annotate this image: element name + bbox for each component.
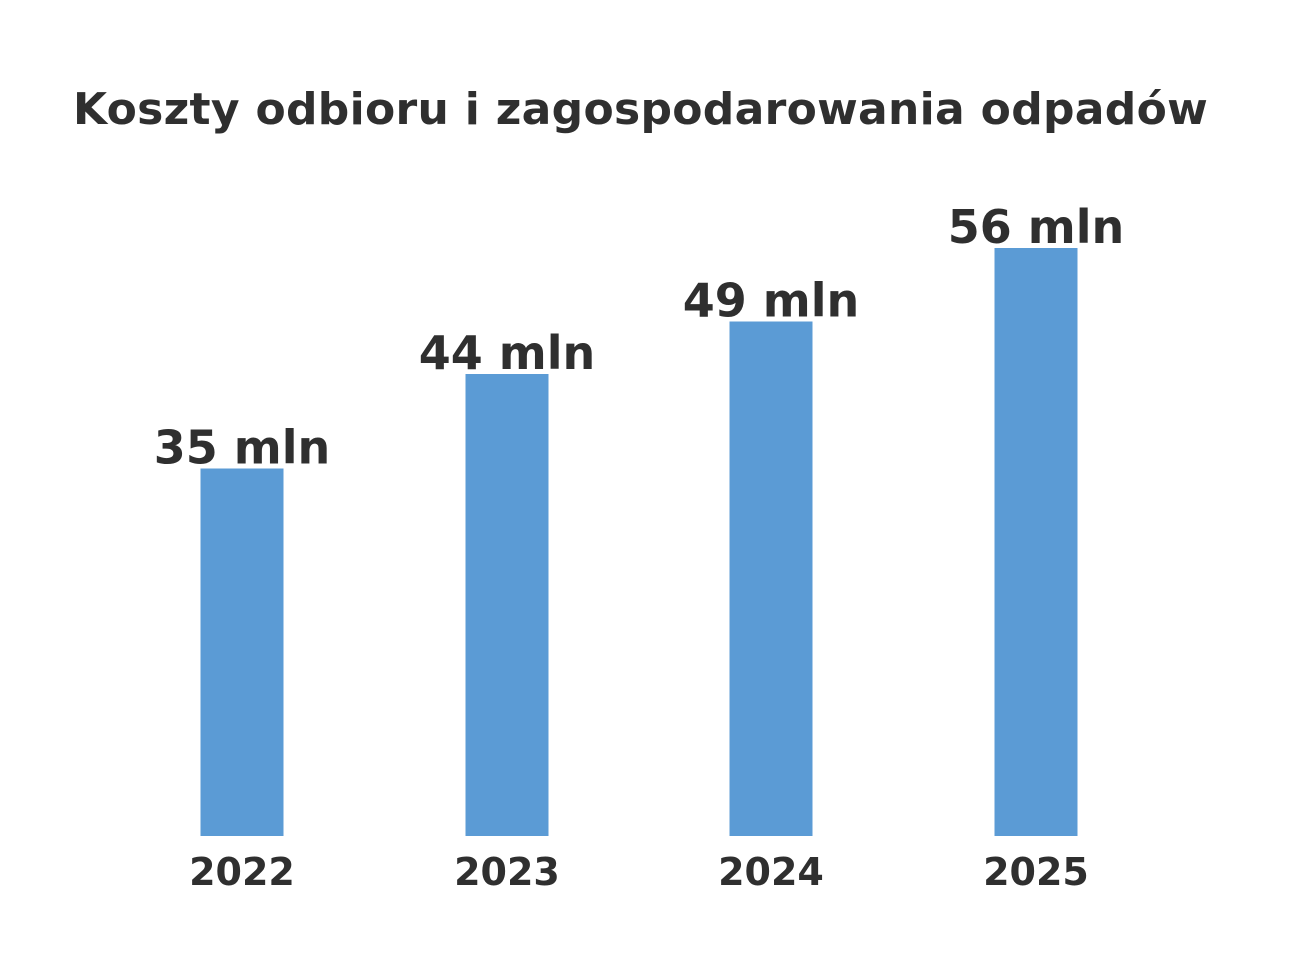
bar-2023 — [465, 374, 549, 836]
bar-2025 — [994, 248, 1078, 836]
data-label-2023: 44 mln — [419, 326, 595, 380]
chart-title: Koszty odbioru i zagospodarowania odpadó… — [73, 84, 1209, 135]
data-label-2024: 49 mln — [683, 274, 859, 328]
bar-2024 — [729, 321, 813, 836]
data-label-2022: 35 mln — [154, 421, 330, 475]
x-tick-label-2025: 2025 — [983, 850, 1089, 894]
data-label-2025: 56 mln — [948, 200, 1124, 254]
x-tick-label-2022: 2022 — [189, 850, 295, 894]
bar-2022 — [200, 468, 284, 836]
x-tick-label-2024: 2024 — [718, 850, 824, 894]
x-tick-label-2023: 2023 — [454, 850, 560, 894]
